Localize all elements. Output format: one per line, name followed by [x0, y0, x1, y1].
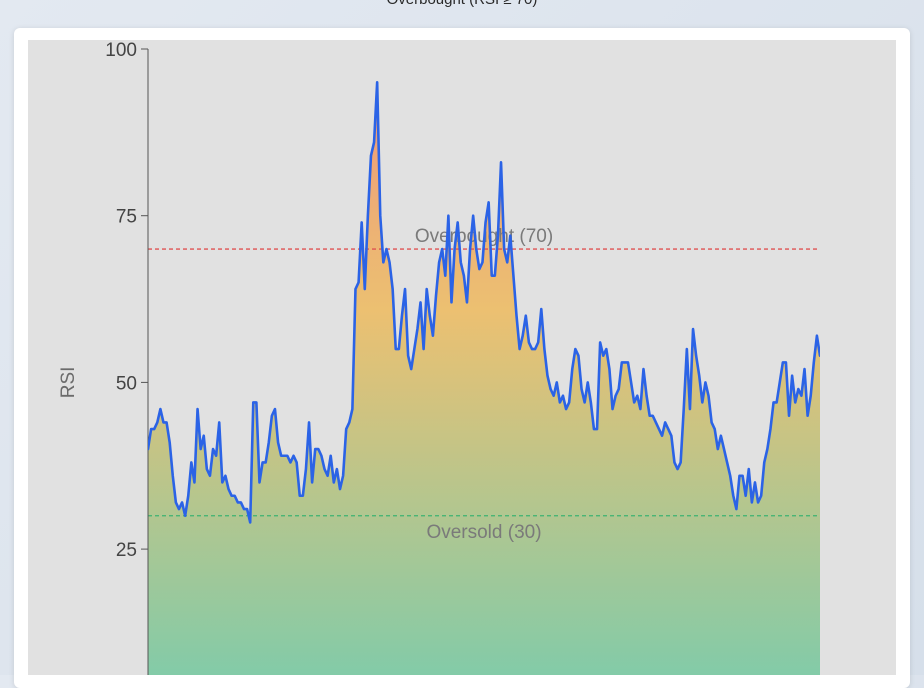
- y-axis-label: RSI: [58, 367, 79, 399]
- chart-title: Overbought (RSI ≥ 70): [0, 0, 924, 8]
- y-tick-label: 75: [116, 207, 137, 228]
- oversold-label: Oversold (30): [426, 522, 541, 543]
- y-tick-label: 100: [105, 40, 137, 61]
- rsi-area: [148, 82, 820, 675]
- y-tick-label: 50: [116, 373, 137, 394]
- rsi-line: [148, 81, 820, 524]
- y-tick-label: 25: [116, 540, 137, 561]
